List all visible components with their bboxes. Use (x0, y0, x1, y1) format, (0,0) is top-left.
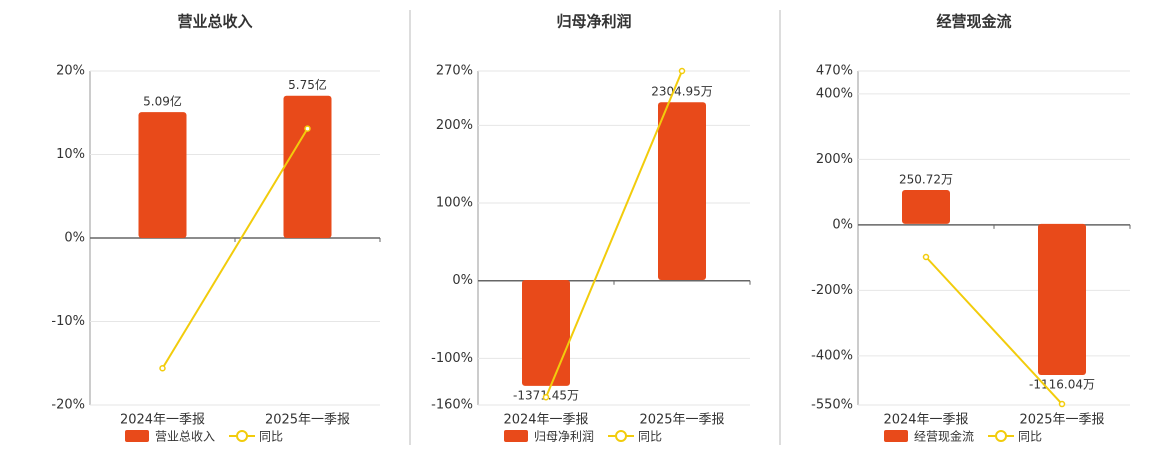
line-point (922, 253, 930, 261)
legend-swatch (884, 430, 908, 442)
line-point (1058, 400, 1066, 408)
chart-title: 经营现金流 (936, 13, 1011, 31)
y-tick-label: -20% (51, 398, 85, 413)
bar (1038, 223, 1086, 375)
y-tick-label: 400% (816, 86, 853, 101)
y-tick-label: 100% (436, 196, 473, 211)
y-tick-label: -100% (431, 351, 473, 366)
legend-swatch (504, 430, 528, 442)
bar (283, 95, 332, 238)
y-tick-label: -200% (811, 283, 853, 298)
line-point (159, 365, 166, 372)
line-point (678, 67, 686, 75)
line-point (542, 393, 550, 401)
y-tick-label: 20% (56, 64, 85, 79)
bar (522, 280, 570, 386)
legend-swatch (125, 430, 149, 442)
line (545, 70, 683, 398)
data-label: 250.72万 (899, 172, 953, 186)
legend-label: 经营现金流 (914, 429, 974, 444)
y-tick-label: 10% (56, 147, 85, 162)
x-tick-label: 2025年一季报 (1019, 413, 1104, 428)
legend-swatch (615, 430, 628, 442)
data-label: -1116.04万 (1029, 377, 1095, 391)
x-tick-label: 2025年一季报 (639, 413, 724, 428)
chart-title: 归母净利润 (556, 13, 631, 31)
legend-label: 同比 (259, 430, 283, 444)
bar (658, 102, 706, 281)
bar (138, 112, 187, 238)
x-tick-label: 2024年一季报 (120, 413, 205, 428)
x-tick-label: 2024年一季报 (883, 413, 968, 428)
data-label: 5.75亿 (288, 77, 327, 92)
y-tick-label: -550% (811, 398, 853, 413)
y-tick-label: -160% (431, 398, 473, 413)
legend-swatch (236, 430, 249, 442)
legend-label: 归母净利润 (534, 430, 594, 444)
y-tick-label: 0% (452, 273, 473, 288)
y-tick-label: 0% (64, 231, 85, 246)
y-tick-label: 470% (816, 64, 853, 79)
legend-label: 同比 (638, 430, 662, 444)
bar (902, 189, 950, 224)
chart-title: 营业总收入 (177, 13, 252, 31)
y-tick-label: 200% (436, 118, 473, 133)
line (925, 256, 1063, 405)
y-tick-label: 270% (436, 64, 473, 79)
legend-swatch (995, 430, 1008, 442)
x-tick-label: 2024年一季报 (503, 413, 588, 428)
line (161, 128, 309, 369)
y-tick-label: 200% (816, 152, 853, 167)
y-tick-label: -10% (51, 314, 85, 329)
y-tick-label: -400% (811, 348, 853, 363)
x-tick-label: 2025年一季报 (265, 413, 350, 428)
y-tick-label: 0% (832, 217, 853, 232)
line-point (304, 125, 311, 132)
legend-label: 营业总收入 (155, 430, 215, 444)
legend-label: 同比 (1018, 430, 1042, 444)
data-label: 5.09亿 (143, 94, 182, 109)
data-label: 2304.95万 (651, 85, 713, 99)
